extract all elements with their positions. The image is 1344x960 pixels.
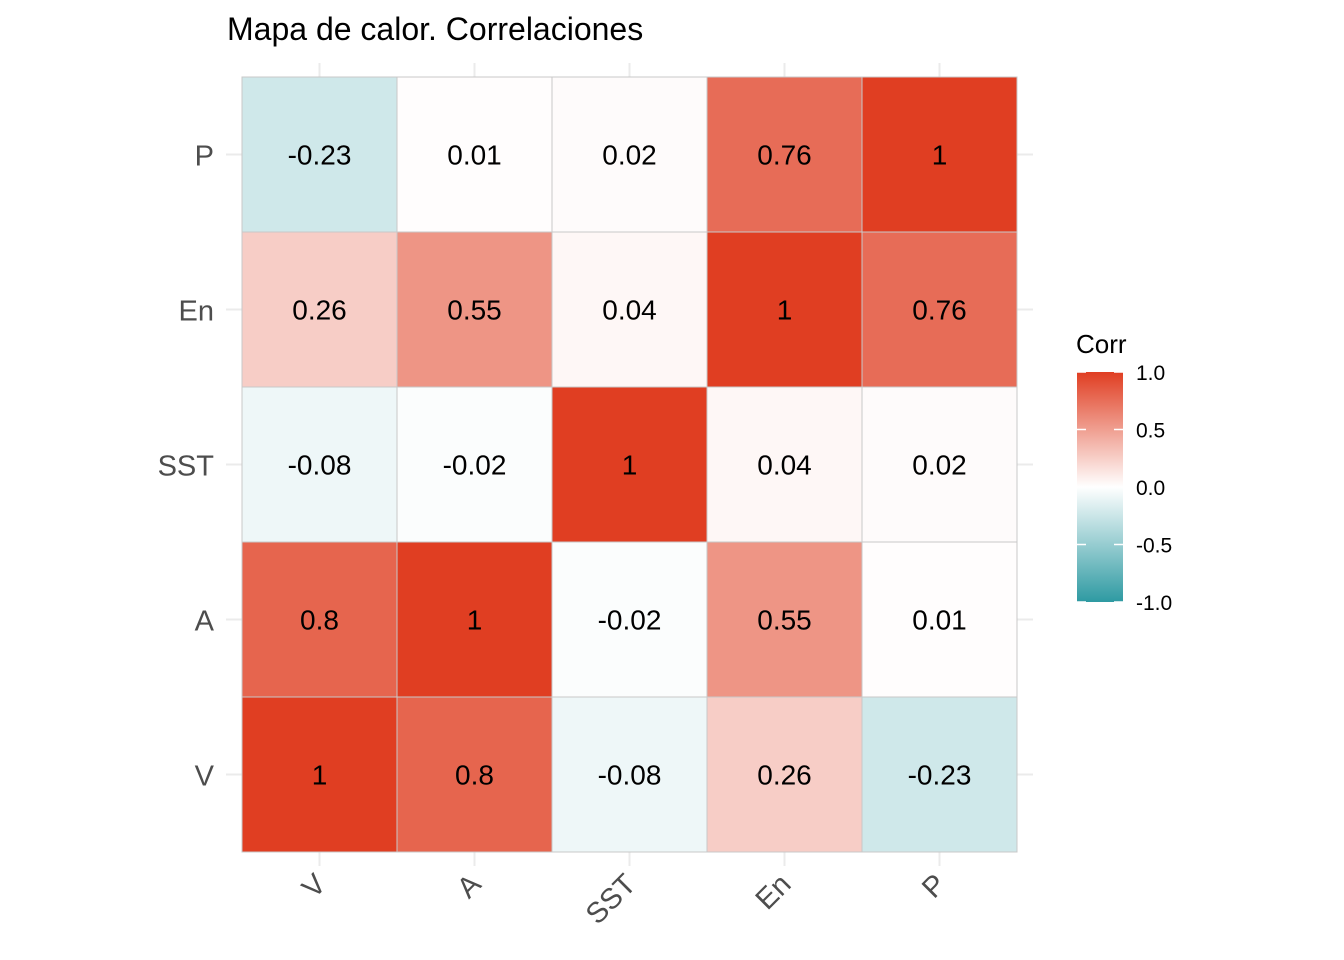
x-tick-label-sst: SST bbox=[580, 868, 643, 931]
x-tick-label-v: V bbox=[296, 868, 333, 905]
cell-value-label: 0.01 bbox=[912, 605, 967, 636]
legend-tick-label: 1.0 bbox=[1136, 362, 1165, 385]
cell-value-label: -0.02 bbox=[443, 450, 507, 481]
y-tick-label-v: V bbox=[195, 761, 215, 793]
cell-value-label: 0.55 bbox=[447, 295, 502, 326]
cell-value-label: 1 bbox=[777, 295, 793, 326]
cell-value-label: 1 bbox=[467, 605, 483, 636]
y-axis-tick-labels: V A SST En P bbox=[158, 141, 215, 793]
color-legend: Corr 1.0 0.5 0.0 -0.5 -1.0 bbox=[1076, 329, 1172, 615]
legend-tick-label: -1.0 bbox=[1136, 592, 1172, 615]
legend-tick-label: 0.5 bbox=[1136, 420, 1165, 443]
x-tick-label-a: A bbox=[451, 868, 488, 905]
cell-value-label: 0.01 bbox=[447, 140, 502, 171]
cell-value-label: 1 bbox=[932, 140, 948, 171]
y-tick-label-a: A bbox=[195, 606, 215, 638]
cell-value-label: 0.26 bbox=[757, 760, 812, 791]
cell-value-label: 0.8 bbox=[455, 760, 494, 791]
cell-value-label: 0.02 bbox=[602, 140, 657, 171]
cell-value-label: -0.23 bbox=[908, 760, 972, 791]
cell-value-label: 0.76 bbox=[912, 295, 967, 326]
y-tick-label-p: P bbox=[195, 141, 214, 173]
cell-value-label: 0.8 bbox=[300, 605, 339, 636]
cell-value-label: 1 bbox=[622, 450, 638, 481]
cell-value-label: 0.04 bbox=[757, 450, 812, 481]
cell-value-label: -0.23 bbox=[288, 140, 352, 171]
legend-tick-label: -0.5 bbox=[1136, 535, 1172, 558]
cell-value-label: 1 bbox=[312, 760, 328, 791]
x-tick-label-en: En bbox=[750, 868, 798, 916]
legend-tick-label: 0.0 bbox=[1136, 477, 1165, 500]
x-tick-label-p: P bbox=[916, 868, 952, 904]
legend-title: Corr bbox=[1076, 329, 1127, 359]
cell-value-label: 0.26 bbox=[292, 295, 347, 326]
cell-value-label: 0.02 bbox=[912, 450, 967, 481]
y-tick-label-en: En bbox=[179, 296, 214, 328]
y-tick-label-sst: SST bbox=[158, 451, 215, 483]
cell-value-label: -0.02 bbox=[598, 605, 662, 636]
cell-value-label: 0.76 bbox=[757, 140, 812, 171]
chart-title: Mapa de calor. Correlaciones bbox=[227, 11, 643, 47]
cell-value-label: 0.55 bbox=[757, 605, 812, 636]
cell-value-label: -0.08 bbox=[288, 450, 352, 481]
cell-value-label: -0.08 bbox=[598, 760, 662, 791]
cell-value-label: 0.04 bbox=[602, 295, 657, 326]
x-axis-tick-labels: V A SST En P bbox=[296, 868, 952, 931]
